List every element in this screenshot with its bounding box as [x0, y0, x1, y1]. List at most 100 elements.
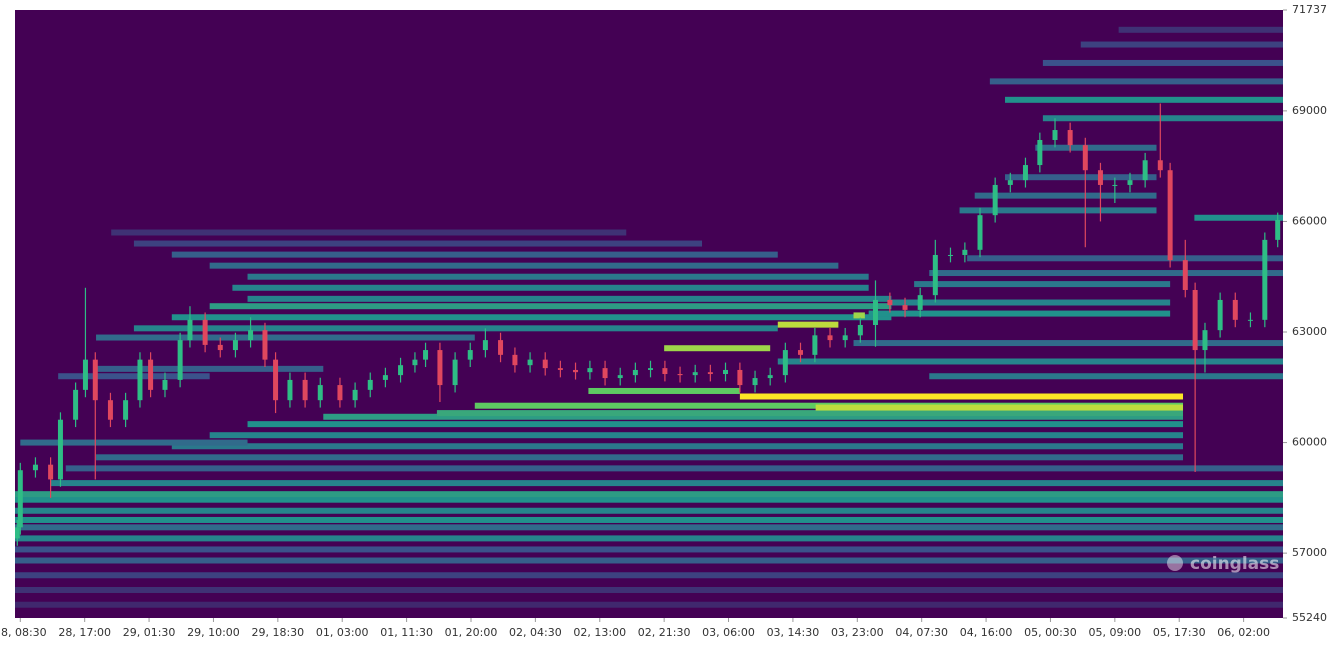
candle-body [1157, 160, 1163, 171]
candle-body [232, 340, 238, 351]
candle-body [177, 340, 183, 380]
candle-body [217, 344, 223, 351]
heat-band [891, 299, 1171, 306]
candle-body [648, 368, 654, 370]
candle-body [707, 372, 713, 375]
heat-band [777, 358, 1283, 365]
candle-body [248, 330, 254, 341]
candle-body [92, 359, 98, 401]
candle-body [273, 359, 279, 401]
candle-body [148, 359, 154, 390]
candle-body [437, 350, 443, 386]
candle-body [452, 359, 458, 386]
candle-body [887, 299, 893, 306]
candle-body [527, 359, 533, 366]
candles [15, 103, 1281, 546]
heat-band [989, 78, 1283, 85]
heat-band [15, 524, 1283, 531]
candle-body [1082, 145, 1088, 171]
candle-body [542, 359, 548, 369]
heat-band [133, 240, 703, 247]
heat-band [15, 601, 1283, 608]
candle-body [992, 184, 998, 216]
candle-body [587, 368, 593, 373]
candle-body [1067, 130, 1073, 146]
candle-body [382, 375, 388, 380]
heat-band [1194, 214, 1283, 221]
x-tick-label: 28, 17:00 [58, 626, 111, 639]
candle-body [827, 335, 833, 341]
y-tick-label: 66000 [1292, 214, 1327, 227]
candle-body [1262, 239, 1268, 320]
candle-body [872, 299, 878, 326]
heat-band [209, 262, 839, 269]
candle-body [1182, 260, 1188, 290]
candle-body [692, 372, 698, 376]
y-tick-label: 60000 [1292, 436, 1327, 449]
candle-body [48, 464, 54, 480]
candle-body [1192, 289, 1198, 351]
heat-band [1042, 59, 1283, 66]
candle-body [917, 295, 923, 310]
x-tick-label: 01, 03:00 [316, 626, 369, 639]
candle-body [677, 374, 683, 376]
x-tick-label: 05, 09:00 [1088, 626, 1141, 639]
candle-body [262, 330, 268, 360]
candle-body [857, 325, 863, 336]
heat-band [1042, 115, 1283, 122]
candle-body [287, 379, 293, 401]
heat-band [65, 465, 1283, 472]
x-tick-label: 06, 02:00 [1217, 626, 1270, 639]
candle-body [82, 359, 88, 390]
candle-body [317, 385, 323, 401]
candle-body [1127, 180, 1133, 185]
heat-band [209, 432, 1184, 439]
candle-body [1142, 160, 1148, 181]
heat-band [739, 393, 1184, 400]
candle-body [752, 378, 758, 386]
candle-body [557, 368, 563, 370]
candle-body [932, 254, 938, 296]
heat-band [1080, 41, 1283, 48]
heat-band [15, 586, 1283, 593]
heat-band [929, 373, 1283, 380]
candle-body [573, 369, 579, 373]
heat-band [967, 255, 1283, 262]
candle-body [17, 470, 23, 528]
candle-body [842, 335, 848, 341]
heat-band [1005, 174, 1157, 181]
candle-body [352, 389, 358, 401]
candle-body [423, 350, 429, 360]
candle-body [187, 319, 193, 341]
candle-body [1202, 330, 1208, 351]
heat-band [171, 443, 1184, 450]
y-tick-label: 69000 [1292, 104, 1327, 117]
x-tick-label: 29, 18:30 [251, 626, 304, 639]
candle-body [737, 369, 743, 386]
candle-body [202, 319, 208, 345]
candle-body [782, 350, 788, 376]
candle-body [57, 419, 63, 480]
candle-body [902, 305, 908, 310]
heat-band [436, 410, 1184, 417]
candle-body [337, 385, 343, 401]
axes: 71737 69000 66000 63000 60000 57000 55240 28, 0… [0, 3, 1327, 639]
y-tick-label: 57000 [1292, 546, 1327, 559]
candle-body [482, 340, 488, 351]
heat-band [20, 439, 248, 446]
heat-band [1035, 144, 1157, 151]
candle-body [797, 350, 803, 355]
candle-body [617, 375, 623, 379]
heat-band [96, 454, 1184, 461]
heat-band [853, 340, 1283, 347]
heat-band [15, 535, 1283, 542]
candle-body [412, 359, 418, 366]
heat-band [15, 572, 1283, 579]
heatmap [15, 26, 1283, 608]
heat-band [15, 496, 1283, 503]
candle-body [1217, 299, 1223, 331]
x-tick-label: 03, 23:00 [831, 626, 884, 639]
heat-band [664, 345, 771, 352]
